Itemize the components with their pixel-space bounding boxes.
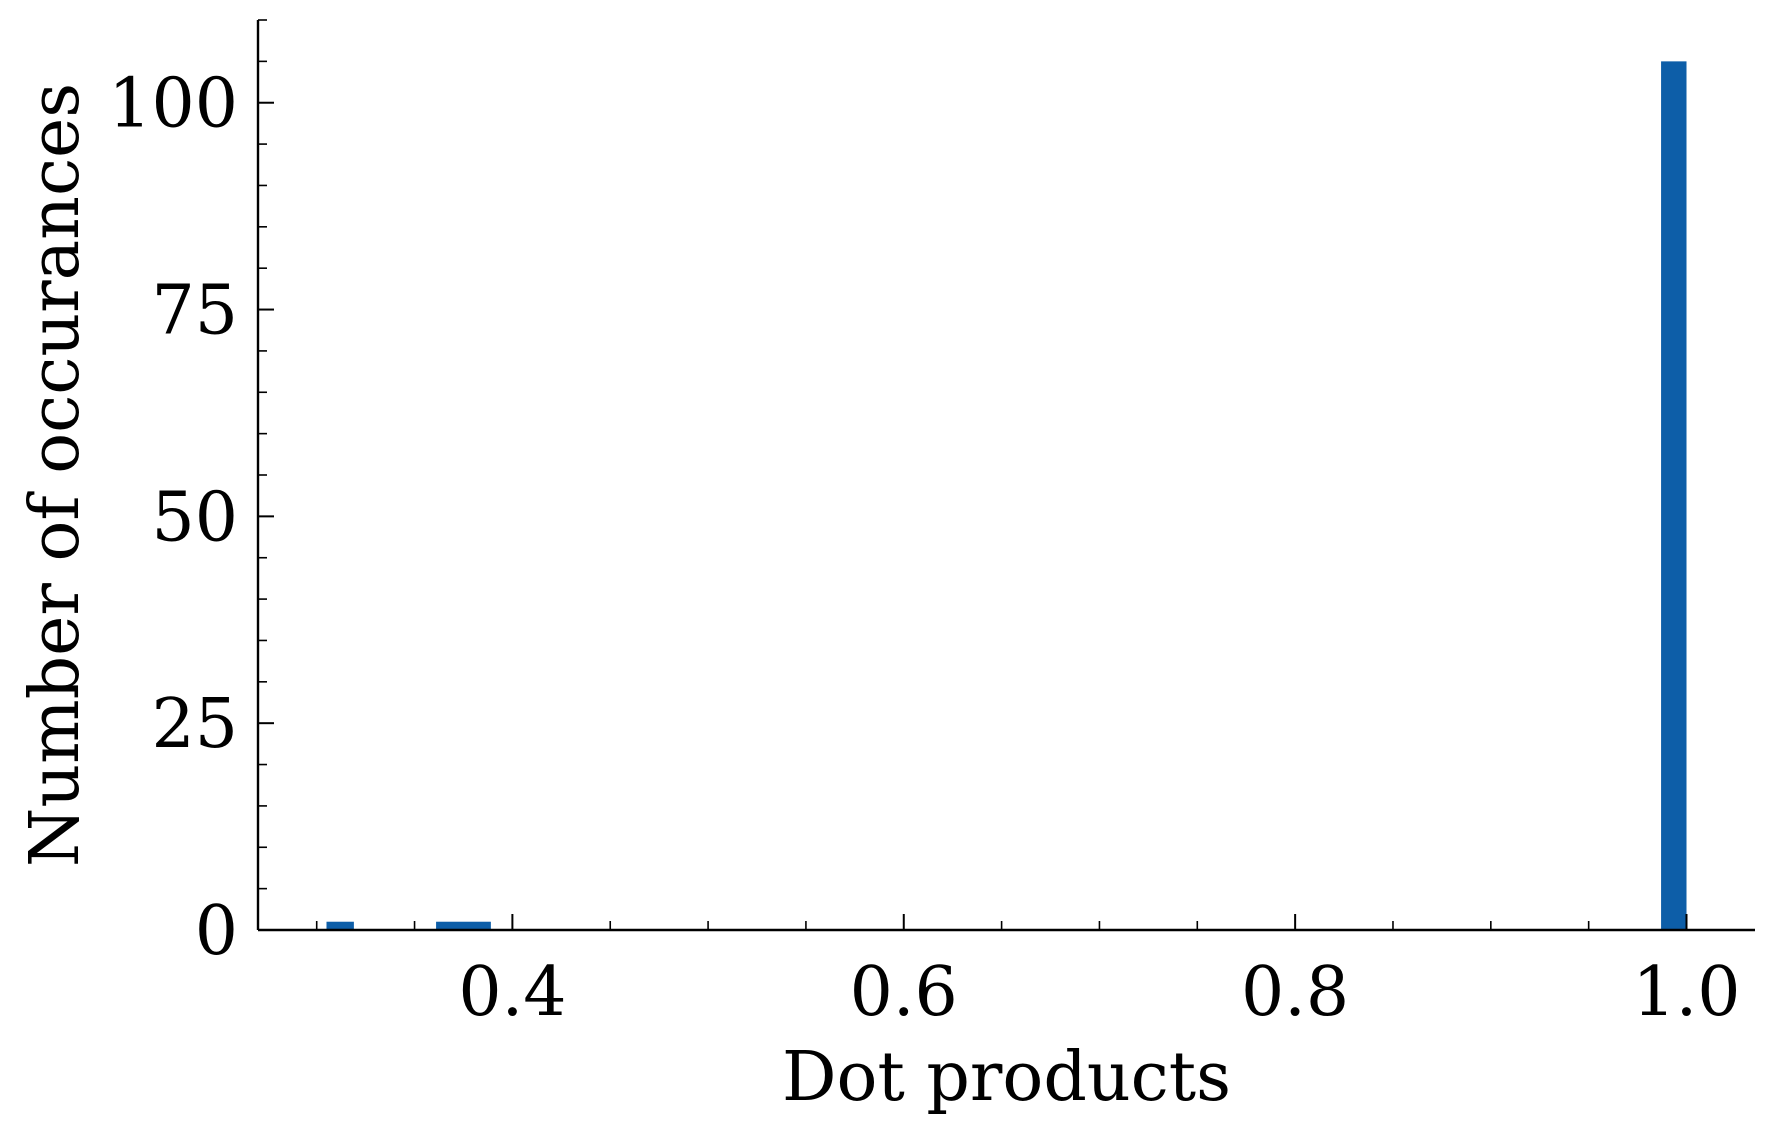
histogram-bar-1 bbox=[436, 921, 491, 930]
bars-layer bbox=[326, 61, 1687, 930]
x-axis-label: Dot products bbox=[782, 1038, 1231, 1117]
ticks-layer: 0.4 0.6 0.8 1.0 0 25 50 75 100 bbox=[108, 19, 1741, 1032]
x-tick-label: 0.4 bbox=[458, 953, 566, 1032]
y-tick-label: 25 bbox=[151, 685, 238, 764]
y-tick-label: 75 bbox=[151, 272, 238, 351]
axes-layer bbox=[256, 20, 1755, 932]
x-tick-label: 1.0 bbox=[1632, 953, 1740, 1032]
y-tick-label: 100 bbox=[108, 65, 238, 144]
x-tick-label: 0.8 bbox=[1241, 953, 1349, 1032]
histogram-bar-2 bbox=[1661, 61, 1687, 930]
histogram-bar-0 bbox=[326, 921, 354, 930]
x-tick-label: 0.6 bbox=[850, 953, 958, 1032]
y-axis-label: Number of occurances bbox=[16, 83, 95, 867]
y-tick-label: 0 bbox=[195, 892, 238, 971]
y-tick-label: 50 bbox=[151, 478, 238, 557]
